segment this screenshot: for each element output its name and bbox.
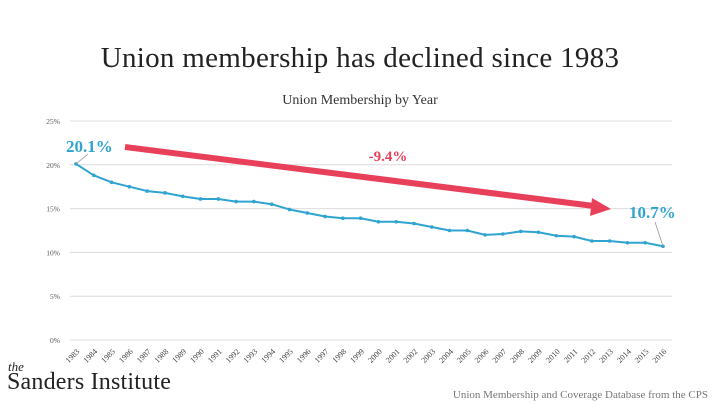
series-line: [75, 163, 664, 248]
logo-the: the: [8, 359, 24, 374]
y-tick-label: 15%: [46, 205, 60, 214]
data-point: [447, 228, 452, 233]
data-point: [234, 199, 238, 204]
annotation-start-value: 20.1%: [66, 137, 113, 156]
data-point: [572, 234, 576, 239]
data-point: [394, 219, 398, 224]
data-point: [412, 221, 416, 226]
data-point: [305, 211, 310, 215]
trend-arrow-head: [590, 198, 611, 216]
data-point: [216, 197, 221, 201]
data-point: [198, 197, 203, 201]
data-point: [252, 199, 256, 204]
x-tick-label: 2003: [419, 347, 437, 365]
x-tick-label: 2011: [562, 347, 579, 364]
y-tick-label: 5%: [50, 292, 60, 301]
x-tick-label: 1996: [295, 347, 313, 365]
y-tick-label: 10%: [46, 248, 60, 257]
y-axis-ticks: 0% 5% 10% 15% 20% 25%: [46, 117, 60, 345]
x-tick-label: 2005: [455, 347, 473, 365]
x-tick-label: 2006: [473, 347, 491, 365]
data-point: [127, 184, 132, 189]
x-tick-label: 1990: [188, 347, 206, 365]
x-tick-label: 2007: [491, 347, 509, 365]
x-tick-label: 2010: [544, 347, 562, 365]
x-tick-label: 1987: [135, 347, 153, 365]
x-tick-label: 2001: [384, 347, 402, 365]
data-point: [607, 239, 612, 243]
x-tick-label: 2013: [597, 347, 615, 365]
x-tick-label: 1998: [331, 347, 349, 365]
annotation-change: -9.4%: [369, 149, 408, 165]
data-point: [518, 229, 523, 234]
data-point: [109, 180, 114, 185]
data-point: [145, 189, 149, 193]
x-tick-label: 2009: [526, 347, 544, 365]
data-point: [625, 240, 630, 245]
data-point: [483, 233, 487, 237]
y-tick-label: 0%: [50, 336, 60, 345]
x-tick-label: 1983: [64, 347, 82, 365]
data-point: [287, 207, 292, 212]
x-tick-label: 2014: [615, 347, 633, 365]
data-point: [429, 225, 434, 229]
trend-arrow-shaft: [124, 144, 595, 209]
x-tick-label: 1989: [170, 347, 188, 365]
x-tick-label: 1986: [117, 347, 135, 365]
x-axis-ticks: 1983 1984 1985 1986 1987 1988 1989 1990 1991 1992…: [64, 347, 669, 365]
x-tick-label: 1985: [99, 347, 117, 365]
x-tick-label: 1999: [348, 347, 366, 365]
data-point: [643, 240, 648, 245]
data-point: [91, 173, 96, 178]
x-tick-label: 1988: [153, 347, 171, 365]
chart-title: Union Membership by Year: [282, 93, 438, 108]
data-point: [554, 233, 559, 238]
gridlines: [70, 120, 672, 341]
data-point: [180, 194, 185, 199]
x-tick-label: 2012: [580, 347, 598, 365]
data-point: [376, 219, 381, 224]
data-point: [590, 239, 594, 243]
x-tick-label: 1997: [313, 347, 331, 365]
data-point: [536, 230, 541, 235]
y-tick-label: 20%: [46, 161, 60, 170]
data-point: [465, 228, 470, 233]
x-tick-label: 2016: [651, 347, 669, 365]
x-tick-label: 2000: [366, 347, 384, 365]
logo-sanders-institute: Sanders Institute: [7, 369, 172, 395]
x-tick-label: 1984: [82, 347, 100, 365]
y-tick-label: 25%: [46, 117, 60, 126]
annotations: 20.1% 10.7% -9.4%: [66, 137, 676, 247]
callout-line-end: [654, 221, 664, 247]
x-tick-label: 1994: [259, 347, 277, 365]
x-tick-label: 2008: [508, 347, 526, 365]
data-point: [163, 191, 167, 195]
x-tick-label: 1991: [206, 347, 224, 365]
annotation-end-value: 10.7%: [629, 203, 676, 222]
source-note: Union Membership and Coverage Database f…: [452, 389, 708, 401]
x-tick-label: 2004: [437, 347, 455, 365]
x-tick-label: 2002: [402, 347, 420, 365]
callout-line-start: [75, 153, 89, 165]
data-point: [501, 232, 505, 236]
data-point: [358, 216, 363, 221]
x-tick-label: 2015: [633, 347, 651, 365]
data-point: [323, 214, 327, 219]
trend-arrow: [124, 144, 611, 216]
data-point: [341, 216, 345, 221]
x-tick-label: 1995: [277, 347, 295, 365]
headline: Union membership has declined since 1983: [100, 42, 620, 74]
x-tick-label: 1992: [224, 347, 242, 365]
x-tick-label: 1993: [242, 347, 260, 365]
data-point: [269, 202, 274, 207]
